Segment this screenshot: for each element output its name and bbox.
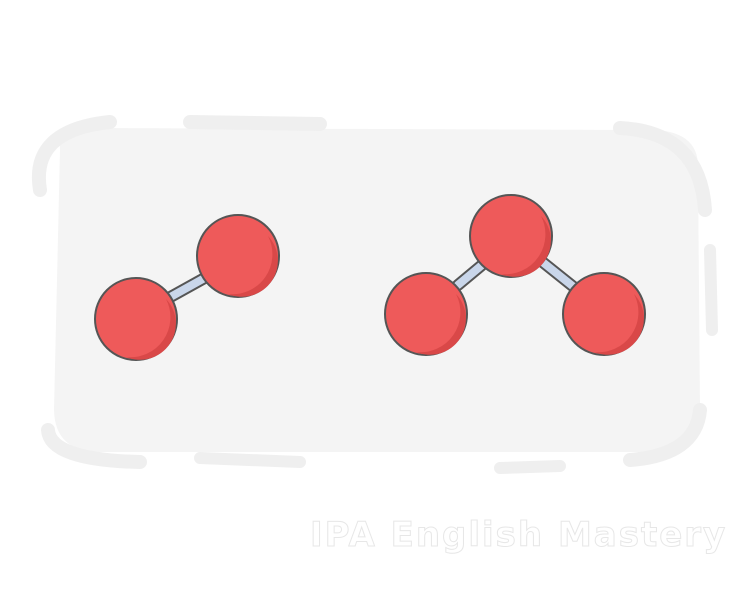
oxygen-atom — [196, 214, 280, 298]
oxygen-atom — [562, 272, 646, 356]
oxygen-atom — [469, 194, 553, 278]
watermark-text: IPA English Mastery — [310, 515, 728, 556]
o3-molecule — [384, 194, 646, 356]
oxygen-atom — [94, 277, 178, 361]
o2-molecule — [94, 214, 280, 361]
oxygen-atom — [384, 272, 468, 356]
